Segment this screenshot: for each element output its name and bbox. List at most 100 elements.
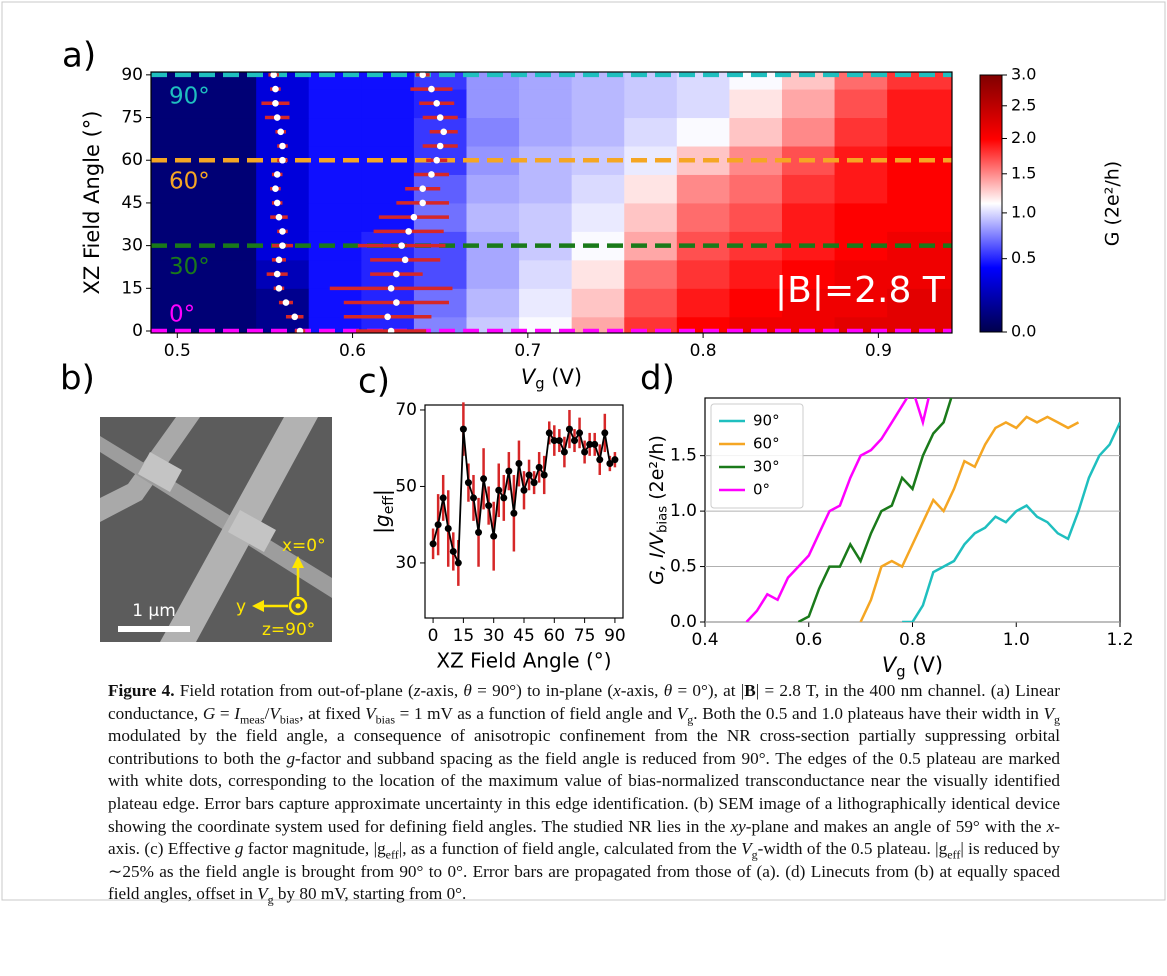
caption-text: modulated by the field angle, a conseque…: [108, 726, 1060, 768]
heatmap-cell: [203, 316, 257, 333]
caption-text: x: [1046, 816, 1055, 836]
annotation: |B|=2.8 T: [775, 270, 946, 311]
caption-text: I: [234, 703, 240, 723]
edge-dot: [401, 256, 409, 264]
y-tick-label: 0: [132, 321, 143, 341]
heatmap-cell: [781, 288, 836, 318]
caption-text: xy: [730, 816, 746, 836]
heatmap-cell: [308, 202, 362, 232]
y-tick-label: 90: [121, 65, 143, 85]
heatmap-cell: [834, 174, 888, 204]
heatmap-cell: [834, 259, 888, 289]
heatmap-cell: [676, 259, 730, 289]
heatmap-cell: [729, 202, 783, 232]
y-tick-label: 45: [121, 193, 143, 213]
heatmap-cell: [308, 174, 362, 204]
data-point: [555, 437, 563, 445]
heatmap-cell: [781, 72, 836, 90]
colorbar-label: G (2e²/h): [1102, 161, 1124, 246]
caption-text: -width of the 0.5 plateau. |g: [757, 839, 948, 859]
heatmap-cell: [676, 288, 730, 318]
axis-label: XZ Field Angle (°): [80, 111, 104, 295]
heatmap-cell: [676, 117, 730, 147]
data-point: [454, 559, 462, 567]
heatmap-cell: [676, 89, 730, 119]
heatmap-cell: [624, 117, 678, 147]
data-point: [565, 425, 573, 433]
y-tick-label: 30: [395, 553, 417, 573]
x-tick-label: 90: [604, 626, 626, 646]
heatmap-cell: [676, 174, 730, 204]
x-tick-label: 0.6: [339, 341, 366, 361]
heatmap-cell: [571, 288, 625, 318]
edge-dot: [393, 270, 400, 278]
edge-dot: [272, 85, 279, 93]
x-tick-label: 75: [574, 626, 596, 646]
y-tick-label: 75: [121, 108, 143, 128]
heatmap-cell: [203, 174, 257, 204]
heatmap-cell: [571, 202, 625, 232]
edge-dot: [436, 142, 444, 150]
y-tick-label: 15: [121, 278, 143, 298]
data-point: [495, 486, 503, 494]
data-point: [591, 440, 599, 448]
data-point: [439, 494, 447, 502]
axis-label-after: (V): [906, 653, 943, 677]
heatmap-cell: [729, 89, 783, 119]
heatmap-cell: [203, 117, 257, 147]
caption-text: | = 2.8 T, in the 400 nm channel. (a) Li…: [108, 681, 1060, 723]
heatmap-cell: [571, 89, 625, 119]
heatmap-cell: [887, 174, 952, 204]
heatmap-cell: [781, 89, 836, 119]
heatmap-cell: [361, 89, 415, 119]
data-point: [606, 460, 614, 468]
data-point: [434, 521, 442, 529]
edge-dot: [272, 185, 279, 192]
heatmap-cell: [519, 202, 573, 232]
caption-text: bias: [375, 712, 395, 727]
heatmap-cell: [466, 89, 520, 119]
heatmap-cell: [781, 316, 836, 333]
caption-text: | is reduced by ∼25% as the field angle …: [108, 839, 1060, 904]
axis-label-main: V: [882, 653, 898, 677]
edge-dot: [279, 142, 286, 150]
caption-text: θ: [663, 681, 673, 700]
data-point: [475, 528, 483, 536]
data-point: [485, 502, 493, 510]
edge-dot: [405, 228, 412, 235]
caption-text: = 1 mV as a function of field angle and: [395, 703, 677, 723]
edge-dot: [275, 285, 283, 292]
data-point: [500, 494, 508, 502]
data-point: [469, 494, 477, 502]
heatmap-cell: [466, 174, 520, 204]
series-line: [797, 398, 953, 622]
heatmap-cell: [519, 288, 573, 318]
axis-label-sub: bias: [656, 506, 671, 533]
data-point: [576, 429, 584, 437]
caption-text: g: [234, 839, 244, 859]
caption-text: -axis,: [420, 681, 464, 700]
x-tick-label: 0.6: [795, 630, 822, 650]
x-tick-label: 30: [483, 626, 505, 646]
heatmap-cell: [834, 202, 888, 232]
x-tick-label: 1.0: [1003, 630, 1030, 650]
axis-label: Vg (V): [521, 365, 582, 392]
caption-text: V: [257, 884, 268, 904]
heatmap-cell: [887, 89, 952, 119]
legend-label: 90°: [753, 412, 780, 430]
colorbar-tick-label: 1.5: [1011, 163, 1036, 182]
edge-dot: [419, 71, 426, 79]
edge-dot: [291, 313, 299, 321]
heatmap-cell: [308, 89, 362, 119]
axis-label-after: (V): [545, 365, 582, 389]
heatmap-cell: [676, 202, 730, 232]
heatmap-cell: [413, 259, 467, 289]
scale-bar-label: 1 µm: [132, 601, 176, 621]
data-point: [520, 486, 528, 494]
y-tick-label: 1.5: [670, 446, 697, 466]
axis-label: |geff|: [370, 489, 398, 533]
heatmap-cell: [308, 259, 362, 289]
x-tick-label: 45: [513, 626, 535, 646]
heatmap-cell: [466, 288, 520, 318]
